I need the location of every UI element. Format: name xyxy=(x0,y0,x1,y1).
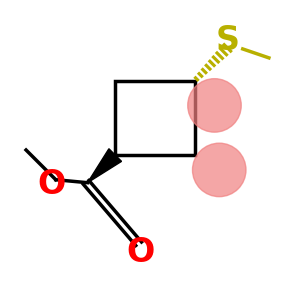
Text: O: O xyxy=(38,168,66,201)
Text: O: O xyxy=(126,236,154,269)
Polygon shape xyxy=(88,149,122,183)
Text: S: S xyxy=(215,24,239,57)
Circle shape xyxy=(188,79,241,132)
Circle shape xyxy=(193,143,246,197)
